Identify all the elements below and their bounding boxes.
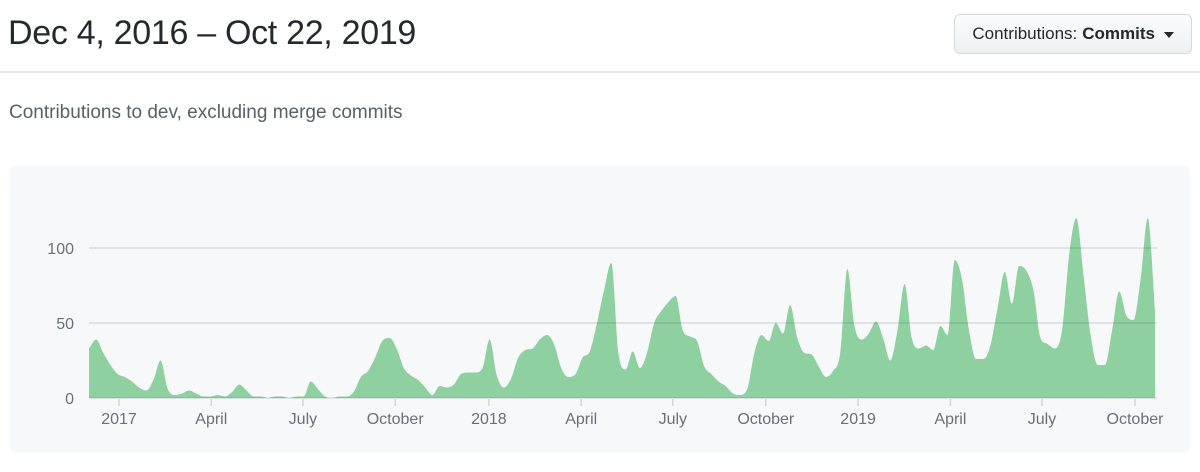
x-tick-label: 2017 <box>101 411 137 428</box>
y-tick-label: 0 <box>65 391 74 408</box>
x-tick-label: April <box>195 411 227 428</box>
contributions-chart-panel: 0 50 100 2017 April July October 2018 April July O… <box>10 166 1190 454</box>
filter-button-prefix: Contributions: <box>972 24 1078 43</box>
header-divider <box>0 71 1200 74</box>
contributions-area-chart[interactable]: 0 50 100 2017 April July October 2018 April July O… <box>10 166 1190 453</box>
y-tick-label: 50 <box>56 316 74 333</box>
page-title: Dec 4, 2016 – Oct 22, 2019 <box>8 14 417 52</box>
y-tick-label: 100 <box>47 241 74 258</box>
x-tick-label: April <box>934 411 966 428</box>
x-tick-label: 2018 <box>471 411 507 428</box>
dropdown-caret-icon <box>1164 32 1174 38</box>
x-tick-label: October <box>1107 411 1165 428</box>
x-tick-label: April <box>565 411 597 428</box>
x-tick-label: October <box>367 411 425 428</box>
x-tick-label: July <box>289 411 317 428</box>
header: Dec 4, 2016 – Oct 22, 2019 Contributions… <box>8 0 1192 54</box>
chart-subtitle: Contributions to dev, excluding merge co… <box>9 102 403 124</box>
filter-button-selected-value: Commits <box>1082 24 1155 43</box>
x-tick-label: July <box>659 411 687 428</box>
x-tick-label: July <box>1028 411 1056 428</box>
area-path <box>89 218 1155 399</box>
contributions-filter-button[interactable]: Contributions: Commits <box>954 14 1192 54</box>
x-tick-label: 2019 <box>840 411 876 428</box>
contributors-page: Dec 4, 2016 – Oct 22, 2019 Contributions… <box>0 0 1200 454</box>
x-tick-label: October <box>737 411 795 428</box>
